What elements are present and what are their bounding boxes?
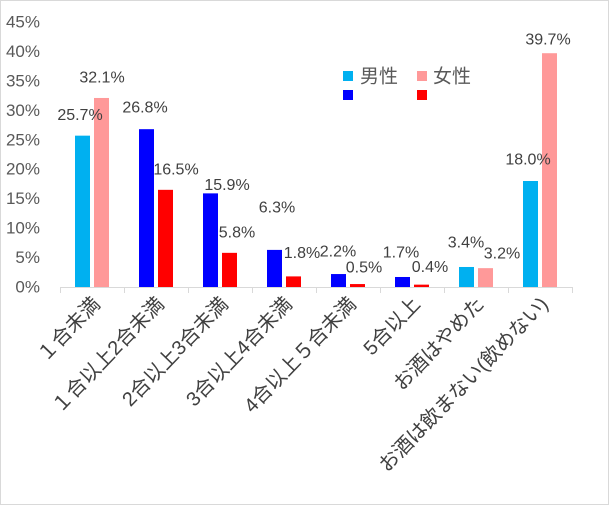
bar-female-1 bbox=[94, 97, 109, 287]
data-label-female-6: 0.4% bbox=[412, 259, 448, 276]
bar-female-3 bbox=[222, 252, 237, 287]
legend-swatch-male-light bbox=[343, 71, 353, 81]
data-label-male-4: 6.3% bbox=[259, 199, 295, 216]
data-label-male-7: 3.4% bbox=[448, 234, 484, 251]
bar-male-1 bbox=[75, 135, 90, 287]
y-tick-label: 30% bbox=[6, 101, 40, 120]
legend-entry-female: 女性 bbox=[417, 66, 471, 100]
data-label-male-8: 18.0% bbox=[505, 152, 550, 169]
legend-swatch-female-dark bbox=[417, 90, 427, 100]
legend-swatch-female-light bbox=[417, 71, 427, 81]
bar-male-6 bbox=[395, 276, 410, 287]
y-tick-label: 15% bbox=[6, 189, 40, 208]
data-label-female-7: 3.2% bbox=[484, 246, 520, 263]
bar-male-5 bbox=[331, 274, 346, 287]
bar-male-8 bbox=[523, 181, 538, 287]
bar-female-8 bbox=[542, 53, 557, 287]
y-axis: 0% 5% 10% 15% 20% 25% 30% 35% 40% 45% bbox=[6, 13, 40, 297]
data-labels: 25.7% 26.8% 15.9% 6.3% 2.2% 1.7% 3.4% 18.0% 32.1… bbox=[57, 32, 570, 277]
bar-male-4 bbox=[267, 249, 282, 287]
bar-male-2 bbox=[139, 129, 154, 287]
legend-label-male: 男性 bbox=[360, 66, 398, 88]
data-label-female-4: 1.8% bbox=[284, 245, 320, 262]
data-label-male-6: 1.7% bbox=[383, 244, 419, 261]
y-tick-label: 35% bbox=[6, 71, 40, 90]
legend-label-female: 女性 bbox=[433, 66, 471, 88]
bar-male-7 bbox=[459, 266, 474, 287]
data-label-female-8: 39.7% bbox=[525, 32, 570, 49]
bar-male-3 bbox=[203, 193, 218, 287]
data-label-male-1: 25.7% bbox=[57, 107, 102, 124]
data-label-male-2: 26.8% bbox=[122, 100, 167, 117]
data-label-female-3: 5.8% bbox=[219, 224, 255, 241]
legend-entry-male: 男性 bbox=[343, 66, 398, 100]
data-label-female-5: 0.5% bbox=[346, 260, 382, 277]
bar-female-2 bbox=[158, 189, 173, 287]
y-tick-label: 0% bbox=[15, 278, 40, 297]
y-tick-label: 5% bbox=[15, 248, 40, 267]
bar-female-4 bbox=[286, 276, 301, 287]
y-tick-label: 45% bbox=[6, 13, 40, 32]
data-label-male-5: 2.2% bbox=[320, 244, 356, 261]
data-label-female-2: 16.5% bbox=[153, 161, 198, 178]
bars bbox=[75, 53, 557, 287]
bar-female-5 bbox=[350, 284, 365, 287]
y-tick-label: 10% bbox=[6, 219, 40, 238]
y-tick-label: 40% bbox=[6, 42, 40, 61]
bar-female-7 bbox=[478, 268, 493, 287]
legend: 男性 女性 bbox=[343, 66, 471, 100]
legend-swatch-male-dark bbox=[343, 90, 353, 100]
y-tick-label: 25% bbox=[6, 130, 40, 149]
data-label-female-1: 32.1% bbox=[79, 69, 124, 86]
data-label-male-3: 15.9% bbox=[204, 177, 249, 194]
y-tick-label: 20% bbox=[6, 160, 40, 179]
bar-female-6 bbox=[414, 284, 429, 287]
